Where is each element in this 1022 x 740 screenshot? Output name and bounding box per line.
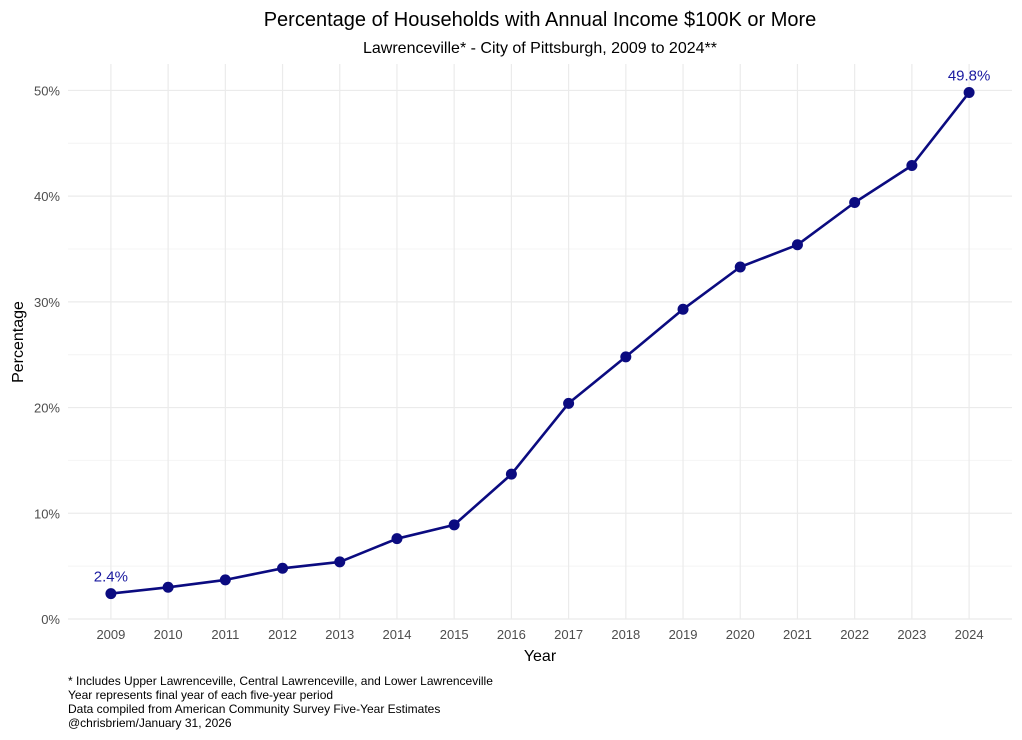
x-tick-label: 2023 (897, 627, 926, 642)
x-tick-label: 2012 (268, 627, 297, 642)
data-points (105, 87, 975, 600)
caption-line-3: Data compiled from American Community Su… (68, 702, 441, 716)
x-tick-label: 2016 (497, 627, 526, 642)
data-point (219, 574, 231, 586)
data-point (849, 196, 861, 208)
y-axis-ticks: 0% 10% 20% 30% 40% 50% (34, 83, 60, 627)
data-point (906, 159, 918, 171)
data-point (620, 351, 632, 363)
caption-line-2: Year represents final year of each five-… (68, 688, 334, 702)
data-point (677, 303, 689, 315)
x-tick-label: 2020 (726, 627, 755, 642)
y-tick-label: 40% (34, 189, 60, 204)
x-axis-title: Year (524, 648, 557, 665)
y-tick-label: 20% (34, 401, 60, 416)
data-point (563, 397, 575, 409)
x-tick-label: 2013 (325, 627, 354, 642)
x-tick-label: 2018 (611, 627, 640, 642)
data-labels: 2.4% 49.8% (94, 68, 991, 586)
x-tick-label: 2009 (96, 627, 125, 642)
data-point (277, 562, 289, 574)
x-tick-label: 2022 (840, 627, 869, 642)
grid (68, 64, 1012, 620)
data-point (505, 468, 517, 480)
y-tick-label: 50% (34, 83, 60, 98)
x-tick-label: 2019 (669, 627, 698, 642)
caption-line-4: @chrisbriem/January 31, 2026 (68, 716, 232, 730)
data-point (334, 556, 346, 568)
data-point (162, 581, 174, 593)
x-tick-label: 2015 (440, 627, 469, 642)
x-tick-label: 2014 (383, 627, 412, 642)
data-point (391, 533, 403, 545)
data-point (791, 239, 803, 251)
y-tick-label: 10% (34, 506, 60, 521)
y-tick-label: 0% (41, 612, 60, 627)
y-tick-label: 30% (34, 295, 60, 310)
chart-caption: * Includes Upper Lawrenceville, Central … (68, 674, 493, 730)
x-tick-label: 2021 (783, 627, 812, 642)
x-tick-label: 2011 (211, 627, 239, 642)
x-tick-label: 2010 (154, 627, 183, 642)
data-point (448, 519, 460, 531)
x-tick-label: 2017 (554, 627, 583, 642)
chart-title: Percentage of Households with Annual Inc… (264, 9, 817, 31)
data-point (105, 588, 117, 600)
x-axis-ticks: 2009 2010 2011 2012 2013 2014 2015 2016 2017 2018… (96, 627, 983, 642)
x-tick-label: 2024 (955, 627, 984, 642)
series-line (110, 91, 971, 595)
data-point (963, 87, 975, 99)
y-axis-title: Percentage (10, 301, 27, 383)
data-point (734, 261, 746, 273)
chart-subtitle: Lawrenceville* - City of Pittsburgh, 200… (363, 40, 717, 57)
data-label: 2.4% (94, 569, 128, 586)
data-label: 49.8% (948, 68, 991, 85)
caption-line-1: * Includes Upper Lawrenceville, Central … (68, 674, 493, 688)
